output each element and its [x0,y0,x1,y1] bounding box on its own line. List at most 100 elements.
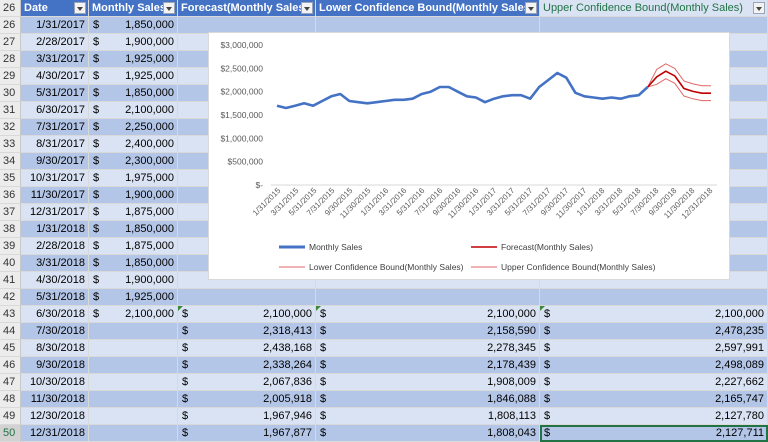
column-header[interactable]: Upper Confidence Bound(Monthly Sales) [540,0,768,17]
date-cell[interactable]: 12/30/2018 [21,408,89,425]
date-cell[interactable]: 12/31/2018 [21,425,89,442]
date-cell[interactable]: 10/31/2017 [21,170,89,187]
monthly-sales-cell[interactable]: $2,300,000 [89,153,178,170]
lower-bound-cell[interactable]: $1,846,088 [316,391,540,408]
monthly-sales-cell[interactable]: $1,975,000 [89,170,178,187]
lower-bound-cell[interactable]: $1,808,043 [316,425,540,442]
column-header[interactable]: Forecast(Monthly Sales) [178,0,316,17]
row-number[interactable]: 50 [0,425,21,442]
date-cell[interactable]: 2/28/2018 [21,238,89,255]
row-number[interactable]: 31 [0,102,21,119]
row-number[interactable]: 37 [0,204,21,221]
forecast-cell[interactable]: $2,100,000 [178,306,316,323]
row-number[interactable]: 48 [0,391,21,408]
monthly-sales-cell[interactable] [89,340,178,357]
row-number[interactable]: 39 [0,238,21,255]
date-cell[interactable]: 7/31/2017 [21,119,89,136]
date-cell[interactable]: 12/31/2017 [21,204,89,221]
row-number[interactable]: 41 [0,272,21,289]
forecast-chart[interactable]: $3,000,000 $2,500,000 $2,000,000 $1,500,000… [208,32,730,280]
row-number[interactable]: 26 [0,0,21,17]
lower-bound-cell[interactable] [316,289,540,306]
date-cell[interactable]: 1/31/2017 [21,17,89,34]
monthly-sales-cell[interactable] [89,357,178,374]
row-number[interactable]: 33 [0,136,21,153]
monthly-sales-cell[interactable]: $1,900,000 [89,34,178,51]
lower-bound-cell[interactable]: $1,808,113 [316,408,540,425]
monthly-sales-cell[interactable]: $1,875,000 [89,238,178,255]
monthly-sales-cell[interactable]: $1,875,000 [89,204,178,221]
monthly-sales-cell[interactable]: $1,900,000 [89,272,178,289]
date-cell[interactable]: 4/30/2017 [21,68,89,85]
column-header[interactable]: Monthly Sales [89,0,178,17]
lower-bound-cell[interactable]: $2,278,345 [316,340,540,357]
monthly-sales-cell[interactable] [89,425,178,442]
upper-bound-cell[interactable]: $2,127,780 [540,408,768,425]
row-number[interactable]: 38 [0,221,21,238]
forecast-cell[interactable]: $2,005,918 [178,391,316,408]
row-number[interactable]: 40 [0,255,21,272]
upper-bound-cell[interactable]: $2,165,747 [540,391,768,408]
monthly-sales-cell[interactable] [89,323,178,340]
monthly-sales-cell[interactable]: $1,900,000 [89,187,178,204]
row-number[interactable]: 36 [0,187,21,204]
date-cell[interactable]: 6/30/2017 [21,102,89,119]
lower-bound-cell[interactable]: $1,908,009 [316,374,540,391]
row-number[interactable]: 45 [0,340,21,357]
date-cell[interactable]: 5/31/2018 [21,289,89,306]
filter-dropdown-icon[interactable] [301,2,313,14]
date-cell[interactable]: 2/28/2017 [21,34,89,51]
upper-bound-cell[interactable]: $2,100,000 [540,306,768,323]
upper-bound-cell[interactable]: $2,478,235 [540,323,768,340]
upper-bound-cell[interactable] [540,289,768,306]
date-cell[interactable]: 3/31/2017 [21,51,89,68]
date-cell[interactable]: 8/31/2017 [21,136,89,153]
monthly-sales-cell[interactable] [89,391,178,408]
date-cell[interactable]: 11/30/2017 [21,187,89,204]
row-number[interactable]: 35 [0,170,21,187]
row-number[interactable]: 43 [0,306,21,323]
forecast-cell[interactable]: $2,338,264 [178,357,316,374]
date-cell[interactable]: 6/30/2018 [21,306,89,323]
lower-bound-cell[interactable]: $2,158,590 [316,323,540,340]
row-number[interactable]: 46 [0,357,21,374]
upper-bound-cell[interactable]: $2,597,991 [540,340,768,357]
monthly-sales-cell[interactable]: $1,850,000 [89,17,178,34]
date-cell[interactable]: 5/31/2017 [21,85,89,102]
monthly-sales-cell[interactable] [89,408,178,425]
date-cell[interactable]: 4/30/2018 [21,272,89,289]
lower-bound-cell[interactable]: $2,100,000 [316,306,540,323]
row-number[interactable]: 28 [0,51,21,68]
monthly-sales-cell[interactable]: $1,925,000 [89,289,178,306]
upper-bound-cell[interactable]: $2,498,089 [540,357,768,374]
column-header[interactable]: Lower Confidence Bound(Monthly Sales) [316,0,540,17]
forecast-cell[interactable]: $1,967,877 [178,425,316,442]
row-number[interactable]: 49 [0,408,21,425]
filter-dropdown-icon[interactable] [163,2,175,14]
row-number[interactable]: 47 [0,374,21,391]
row-number[interactable]: 32 [0,119,21,136]
filter-dropdown-icon[interactable] [753,2,765,14]
date-cell[interactable]: 8/30/2018 [21,340,89,357]
row-number[interactable]: 44 [0,323,21,340]
date-cell[interactable]: 9/30/2018 [21,357,89,374]
forecast-cell[interactable]: $2,067,836 [178,374,316,391]
date-cell[interactable]: 10/30/2018 [21,374,89,391]
row-number[interactable]: 42 [0,289,21,306]
filter-dropdown-icon[interactable] [74,2,86,14]
upper-bound-cell[interactable]: $2,227,662 [540,374,768,391]
date-cell[interactable]: 11/30/2018 [21,391,89,408]
monthly-sales-cell[interactable]: $2,250,000 [89,119,178,136]
row-number[interactable]: 30 [0,85,21,102]
row-number[interactable]: 27 [0,34,21,51]
forecast-cell[interactable]: $2,318,413 [178,323,316,340]
date-cell[interactable]: 7/30/2018 [21,323,89,340]
monthly-sales-cell[interactable]: $1,850,000 [89,85,178,102]
monthly-sales-cell[interactable]: $2,400,000 [89,136,178,153]
monthly-sales-cell[interactable] [89,374,178,391]
row-number[interactable]: 29 [0,68,21,85]
forecast-cell[interactable]: $1,967,946 [178,408,316,425]
lower-bound-cell[interactable]: $2,178,439 [316,357,540,374]
monthly-sales-cell[interactable]: $1,925,000 [89,51,178,68]
row-number[interactable]: 34 [0,153,21,170]
